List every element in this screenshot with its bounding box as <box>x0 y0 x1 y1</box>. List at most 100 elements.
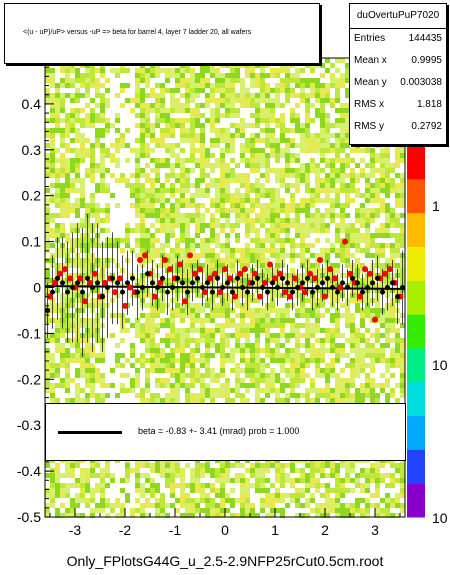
data-point-black <box>285 280 290 286</box>
histogram-cell <box>180 168 185 173</box>
histogram-cell <box>270 128 275 133</box>
histogram-cell <box>55 513 60 518</box>
histogram-cell <box>75 73 80 78</box>
histogram-cell <box>370 168 375 173</box>
histogram-cell <box>360 203 365 208</box>
histogram-cell <box>240 398 245 403</box>
histogram-cell <box>240 193 245 198</box>
histogram-cell <box>275 488 280 493</box>
histogram-cell <box>275 188 280 193</box>
histogram-cell <box>255 168 260 173</box>
histogram-cell <box>195 218 200 223</box>
histogram-cell <box>75 128 80 133</box>
histogram-cell <box>375 193 380 198</box>
histogram-cell <box>370 198 375 203</box>
histogram-cell <box>305 103 310 108</box>
histogram-cell <box>50 163 55 168</box>
histogram-cell <box>295 173 300 178</box>
histogram-cell <box>385 473 390 478</box>
histogram-cell <box>60 228 65 233</box>
histogram-cell <box>250 343 255 348</box>
histogram-cell <box>345 363 350 368</box>
histogram-cell <box>270 253 275 258</box>
histogram-cell <box>350 468 355 473</box>
histogram-cell <box>215 98 220 103</box>
histogram-cell <box>310 383 315 388</box>
histogram-cell <box>330 83 335 88</box>
histogram-cell <box>260 503 265 508</box>
histogram-cell <box>50 388 55 393</box>
histogram-cell <box>245 343 250 348</box>
histogram-cell <box>195 488 200 493</box>
histogram-cell <box>295 153 300 158</box>
histogram-cell <box>290 348 295 353</box>
histogram-cell <box>215 193 220 198</box>
histogram-cell <box>250 218 255 223</box>
histogram-cell <box>345 233 350 238</box>
histogram-cell <box>175 373 180 378</box>
histogram-cell <box>205 238 210 243</box>
histogram-cell <box>350 348 355 353</box>
histogram-cell <box>90 123 95 128</box>
histogram-cell <box>125 388 130 393</box>
histogram-cell <box>220 493 225 498</box>
histogram-cell <box>240 318 245 323</box>
histogram-cell <box>135 508 140 513</box>
histogram-cell <box>135 228 140 233</box>
histogram-cell <box>175 88 180 93</box>
histogram-cell <box>245 498 250 503</box>
histogram-cell <box>290 493 295 498</box>
histogram-cell <box>335 463 340 468</box>
histogram-cell <box>340 243 345 248</box>
data-point-red <box>67 275 73 282</box>
histogram-cell <box>340 228 345 233</box>
histogram-cell <box>395 468 400 473</box>
histogram-cell <box>320 218 325 223</box>
histogram-cell <box>175 468 180 473</box>
histogram-cell <box>225 63 230 68</box>
histogram-cell <box>80 478 85 483</box>
histogram-cell <box>170 88 175 93</box>
histogram-cell <box>125 493 130 498</box>
histogram-cell <box>260 398 265 403</box>
histogram-cell <box>205 328 210 333</box>
histogram-cell <box>280 118 285 123</box>
histogram-cell <box>295 363 300 368</box>
histogram-cell <box>195 473 200 478</box>
histogram-cell <box>195 178 200 183</box>
histogram-cell <box>175 508 180 513</box>
histogram-cell <box>165 358 170 363</box>
histogram-cell <box>385 213 390 218</box>
histogram-cell <box>205 373 210 378</box>
histogram-cell <box>110 503 115 508</box>
histogram-cell <box>70 98 75 103</box>
histogram-cell <box>145 338 150 343</box>
histogram-cell <box>215 473 220 478</box>
histogram-cell <box>85 343 90 348</box>
histogram-cell <box>220 393 225 398</box>
histogram-cell <box>55 483 60 488</box>
histogram-cell <box>185 198 190 203</box>
histogram-cell <box>290 153 295 158</box>
histogram-cell <box>190 238 195 243</box>
data-point-red <box>307 270 313 277</box>
histogram-cell <box>115 148 120 153</box>
histogram-cell <box>380 253 385 258</box>
histogram-cell <box>210 483 215 488</box>
histogram-cell <box>300 163 305 168</box>
histogram-cell <box>220 338 225 343</box>
histogram-cell <box>355 218 360 223</box>
data-point-black <box>110 275 115 281</box>
histogram-cell <box>85 373 90 378</box>
histogram-cell <box>80 223 85 228</box>
histogram-cell <box>200 83 205 88</box>
histogram-cell <box>370 468 375 473</box>
histogram-cell <box>85 153 90 158</box>
histogram-cell <box>340 83 345 88</box>
histogram-cell <box>170 208 175 213</box>
histogram-cell <box>145 163 150 168</box>
histogram-cell <box>395 233 400 238</box>
data-point-black <box>50 289 55 295</box>
histogram-cell <box>100 168 105 173</box>
histogram-cell <box>140 513 145 518</box>
